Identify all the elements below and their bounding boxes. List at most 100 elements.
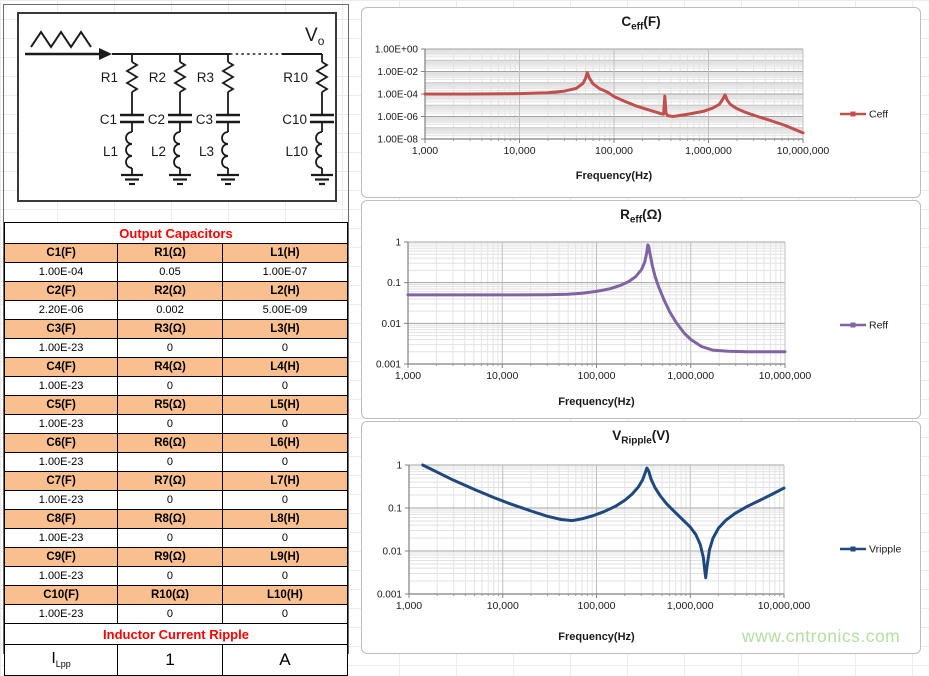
value-row-3: 1.00E-23 0 0 (3, 338, 349, 358)
value-cell[interactable]: 0 (221, 376, 349, 396)
value-cell[interactable]: 0 (221, 414, 349, 434)
header-cell: C5(F) (3, 395, 119, 415)
x-tick-label: 1,000,000 (667, 370, 714, 382)
inductor-icon (125, 131, 133, 169)
header-cell: R2(Ω) (117, 281, 223, 301)
y-tick-label: 0.001 (377, 590, 402, 601)
value-cell[interactable]: 1.00E-23 (3, 376, 119, 396)
value-cell[interactable]: 0 (117, 604, 223, 624)
capacitor-label: C2 (148, 112, 165, 127)
chart-title-unit: (Ω) (642, 207, 662, 222)
value-cell[interactable]: 0.05 (117, 262, 223, 282)
header-cell: C8(F) (3, 509, 119, 529)
value-cell[interactable]: 0 (221, 490, 349, 510)
header-cell: L9(H) (221, 547, 349, 567)
y-tick-label: 1 (395, 238, 401, 249)
header-cell: C6(F) (3, 433, 119, 453)
x-tick-label: 10,000,000 (758, 600, 811, 612)
value-cell[interactable]: 1.00E-23 (3, 490, 119, 510)
value-cell[interactable]: 0 (117, 452, 223, 472)
x-tick-label: 10,000 (486, 370, 518, 382)
capacitor-table-body: Output Capacitors C1(F) R1(Ω) L1(H) 1.00E-04… (3, 222, 349, 676)
value-row-8: 1.00E-23 0 0 (3, 528, 349, 548)
watermark: www.cntronics.com (742, 626, 901, 646)
branch-R3: R3 C3 L3 (196, 54, 240, 186)
ripple-value-cell[interactable]: 1 (117, 644, 223, 676)
capacitor-label: C3 (196, 112, 213, 127)
y-tick-label: 0.01 (382, 319, 402, 330)
inductor-label: L3 (199, 144, 214, 159)
capacitor-label: C1 (100, 112, 117, 127)
table-title-row: Output Capacitors (4, 222, 348, 244)
value-cell[interactable]: 0 (117, 528, 223, 548)
value-cell[interactable]: 0 (117, 566, 223, 586)
value-cell[interactable]: 1.00E-04 (3, 262, 119, 282)
y-tick-label: 0.001 (376, 360, 401, 371)
ripple-row: ILpp 1 A (3, 644, 349, 676)
value-cell[interactable]: 1.00E-23 (3, 528, 119, 548)
header-cell: R8(Ω) (117, 509, 223, 529)
header-cell: L8(H) (221, 509, 349, 529)
legend-label: Ceff (869, 109, 888, 121)
header-cell: R7(Ω) (117, 471, 223, 491)
output-capacitors-table: Output Capacitors C1(F) R1(Ω) L1(H) 1.00E-04… (3, 222, 349, 676)
chart-canvas: 1.00E+00 1.00E-02 1.00E-04 1.00E-06 1.00E-08… (375, 45, 888, 183)
series-line-reff (406, 243, 787, 354)
value-cell[interactable]: 2.20E-06 (3, 300, 119, 320)
y-tick-label: 1 (396, 461, 402, 472)
resistor-label: R10 (283, 70, 308, 85)
value-cell[interactable]: 1.00E-23 (3, 414, 119, 434)
header-cell: R4(Ω) (117, 357, 223, 377)
header-row-8: C8(F) R8(Ω) L8(H) (3, 509, 349, 529)
vout-label: Vo (305, 25, 325, 48)
resistor-icon (125, 61, 139, 93)
value-cell[interactable]: 0 (117, 414, 223, 434)
chart-title-main: V (612, 428, 622, 443)
value-cell[interactable]: 0 (221, 452, 349, 472)
x-axis-title: Frequency(Hz) (558, 396, 635, 408)
x-tick-label: 100,000 (578, 370, 616, 382)
legend-marker (850, 546, 856, 552)
value-cell[interactable]: 0 (221, 528, 349, 548)
resistor-icon (173, 61, 187, 93)
value-cell[interactable]: 5.00E-09 (221, 300, 349, 320)
chart-reff: Reff(Ω) 1 0.1 0.01 0.001 1,000 10,000 100,000 1… (361, 200, 921, 419)
header-cell: L3(H) (221, 319, 349, 339)
value-cell[interactable]: 0 (117, 376, 223, 396)
header-cell: R9(Ω) (117, 547, 223, 567)
value-row-5: 1.00E-23 0 0 (3, 414, 349, 434)
header-row-3: C3(F) R3(Ω) L3(H) (3, 319, 349, 339)
value-cell[interactable]: 1.00E-23 (3, 604, 119, 624)
value-row-9: 1.00E-23 0 0 (3, 566, 349, 586)
value-cell[interactable]: 1.00E-07 (221, 262, 349, 282)
value-cell[interactable]: 1.00E-23 (3, 452, 119, 472)
inductor-icon (221, 131, 229, 169)
legend-ceff: Ceff (840, 109, 888, 121)
chart-title-reff: Reff(Ω) (362, 207, 920, 226)
legend-reff: Reff (840, 320, 888, 332)
header-cell: C10(F) (3, 585, 119, 605)
x-tick-label: 1,000 (412, 145, 438, 157)
branch-R10: R10 C10 L10 (282, 54, 334, 186)
inductor-icon (315, 131, 323, 169)
x-axis-title: Frequency(Hz) (558, 631, 635, 643)
value-cell[interactable]: 0 (117, 490, 223, 510)
x-tick-label: 1,000,000 (667, 600, 714, 612)
capacitor-label: C10 (282, 112, 307, 127)
x-tick-label: 100,000 (595, 145, 633, 157)
chart-title-ceff: Ceff(F) (362, 14, 920, 33)
value-row-1: 1.00E-04 0.05 1.00E-07 (3, 262, 349, 282)
legend-marker (850, 111, 856, 117)
x-axis-title: Frequency(Hz) (576, 170, 653, 182)
value-cell[interactable]: 1.00E-23 (3, 338, 119, 358)
value-cell[interactable]: 0 (117, 338, 223, 358)
value-cell[interactable]: 0 (221, 338, 349, 358)
value-cell[interactable]: 0.002 (117, 300, 223, 320)
chart-vripple: VRipple(V) 1 0.1 0.01 0.001 1,000 10,000 100,0… (361, 421, 921, 654)
header-cell: L2(H) (221, 281, 349, 301)
value-cell[interactable]: 0 (221, 566, 349, 586)
value-cell[interactable]: 0 (221, 604, 349, 624)
value-cell[interactable]: 1.00E-23 (3, 566, 119, 586)
